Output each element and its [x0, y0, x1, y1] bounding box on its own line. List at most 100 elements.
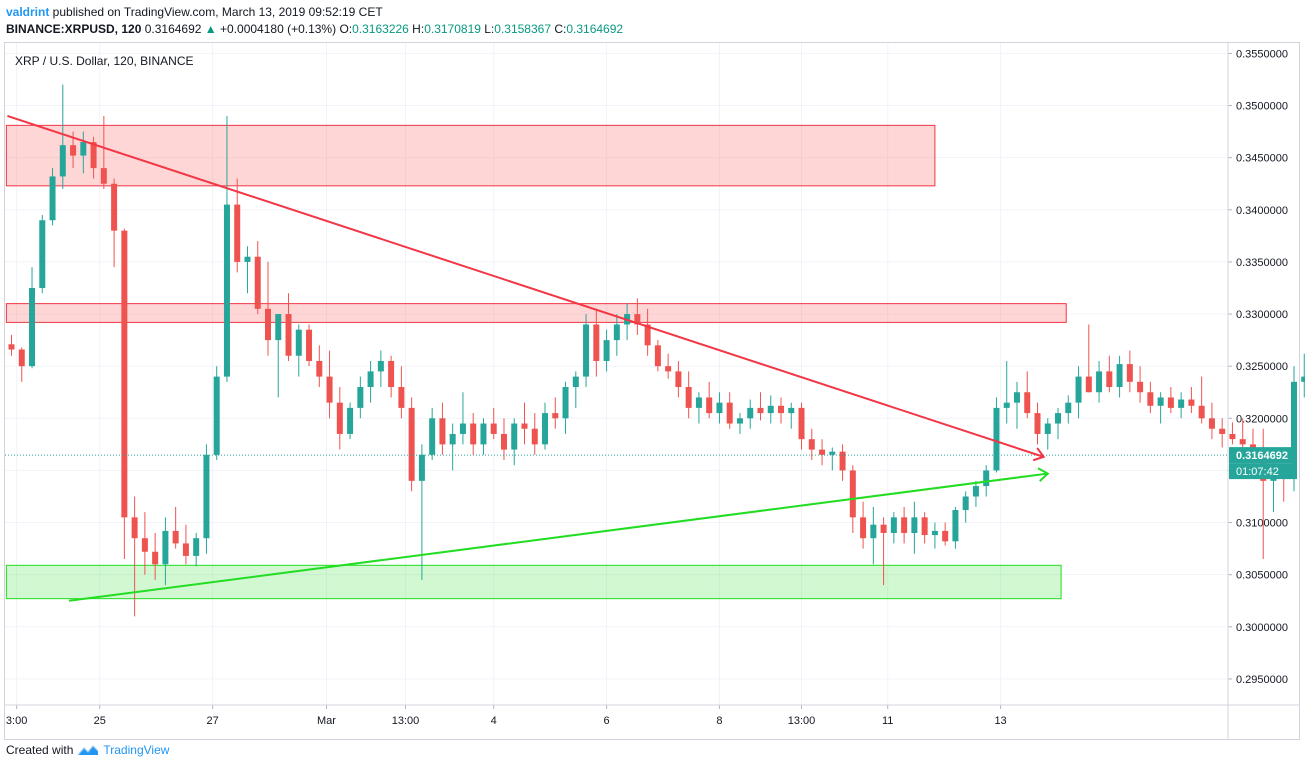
- candle-body: [29, 287, 36, 367]
- up-arrow-icon: ▲: [204, 22, 217, 36]
- chart-frame: [4, 42, 1300, 740]
- candle-body: [726, 402, 733, 424]
- candle-body: [1229, 433, 1236, 440]
- candle-body: [418, 454, 425, 481]
- candle-body: [562, 387, 569, 419]
- close-label: C:: [551, 22, 567, 36]
- x-tick-label: Mar: [317, 715, 336, 727]
- candle-body: [860, 517, 867, 539]
- candle-body: [1055, 413, 1062, 424]
- y-tick-label: 0.3250000: [1236, 361, 1288, 373]
- y-tick-label: 0.3300000: [1236, 309, 1288, 321]
- close-value: 0.3164692: [566, 22, 624, 36]
- candle-body: [59, 145, 66, 177]
- candle-body: [1065, 402, 1072, 414]
- candle-body: [275, 314, 282, 341]
- countdown-label: 01:07:42: [1236, 466, 1279, 478]
- candle-body: [880, 524, 887, 533]
- footer: Created with TradingView: [6, 743, 169, 757]
- candle-body: [1239, 439, 1246, 445]
- open-label: O:: [339, 22, 353, 36]
- candle-body: [162, 530, 169, 565]
- candle-body: [788, 407, 795, 414]
- candle-body: [254, 256, 261, 309]
- resistance-zone-middle: [5, 303, 1067, 323]
- candle-body: [736, 418, 743, 424]
- candle-body: [316, 360, 323, 377]
- candle-body: [203, 454, 210, 539]
- tradingview-brand-link[interactable]: TradingView: [103, 743, 170, 757]
- candle-body: [798, 407, 805, 440]
- candle-body: [152, 551, 159, 565]
- chart-title: XRP / U.S. Dollar, 120, BINANCE: [15, 54, 194, 68]
- y-tick-label: 0.3550000: [1236, 48, 1288, 60]
- candle-body: [1301, 376, 1305, 382]
- candle-body: [665, 366, 672, 372]
- candle-body: [213, 376, 220, 455]
- candle-body: [295, 329, 302, 356]
- candle-body: [1157, 397, 1164, 406]
- candle-body: [1044, 423, 1051, 434]
- candle-body: [1034, 413, 1041, 434]
- candle-body: [1024, 392, 1031, 414]
- candle-body: [849, 470, 856, 518]
- candle-body: [100, 168, 107, 184]
- ascending-support-line-arrowhead: [1037, 467, 1050, 482]
- x-tick-label: 6: [604, 715, 610, 727]
- candle-body: [306, 329, 313, 361]
- candle-body: [1075, 376, 1082, 403]
- x-tick-label: 4: [491, 715, 497, 727]
- candle-body: [377, 360, 384, 372]
- candle-body: [1106, 371, 1113, 388]
- candle-body: [901, 517, 908, 533]
- candle-body: [747, 407, 754, 419]
- candle-body: [716, 402, 723, 414]
- candle-body: [921, 517, 928, 536]
- symbol-label: BINANCE:XRPUSD, 120: [6, 22, 142, 36]
- candle-body: [983, 470, 990, 487]
- x-tick-label: 13:00: [392, 715, 420, 727]
- candle-body: [1126, 364, 1133, 382]
- candle-body: [347, 407, 354, 434]
- candle-body: [839, 451, 846, 471]
- candle-body: [90, 142, 97, 169]
- candle-body: [685, 387, 692, 408]
- descending-resistance-line-arrowhead: [1032, 447, 1046, 462]
- created-with-text: Created with: [6, 743, 74, 757]
- x-tick-label: 8: [716, 715, 722, 727]
- candle-body: [121, 230, 128, 518]
- y-tick-label: 0.3200000: [1236, 413, 1288, 425]
- y-tick-label: 0.3500000: [1236, 101, 1288, 113]
- candle-body: [1003, 402, 1010, 408]
- candle-body: [531, 428, 538, 445]
- ohlc-header: BINANCE:XRPUSD, 120 0.3164692 ▲ +0.00041…: [6, 22, 623, 36]
- candle-body: [429, 418, 436, 455]
- x-tick-label: 11: [882, 715, 893, 727]
- candle-body: [388, 360, 395, 388]
- candle-body: [480, 423, 487, 445]
- candle-body: [808, 439, 815, 450]
- candle-body: [942, 530, 949, 542]
- high-label: H:: [408, 22, 425, 36]
- candle-body: [572, 376, 579, 388]
- candle-body: [326, 376, 333, 403]
- author-name[interactable]: valdrint: [6, 5, 50, 19]
- candle-body: [265, 308, 271, 341]
- candle-body: [654, 345, 661, 367]
- change-text: +0.0004180 (+0.13%): [216, 22, 340, 36]
- candle-body: [767, 405, 774, 414]
- candle-body: [819, 449, 826, 455]
- y-tick-label: 0.2950000: [1236, 674, 1288, 686]
- last-price-text: 0.3164692: [141, 22, 205, 36]
- candle-body: [829, 451, 836, 455]
- candle-body: [695, 397, 702, 408]
- candle-body: [1147, 392, 1154, 406]
- candle-body: [18, 349, 25, 367]
- candle-body: [459, 423, 466, 434]
- candle-body: [490, 423, 497, 434]
- x-tick-label: 3:00: [6, 715, 27, 727]
- x-tick-label: 13:00: [788, 715, 816, 727]
- candle-body: [1219, 428, 1226, 434]
- candle-body: [500, 433, 507, 450]
